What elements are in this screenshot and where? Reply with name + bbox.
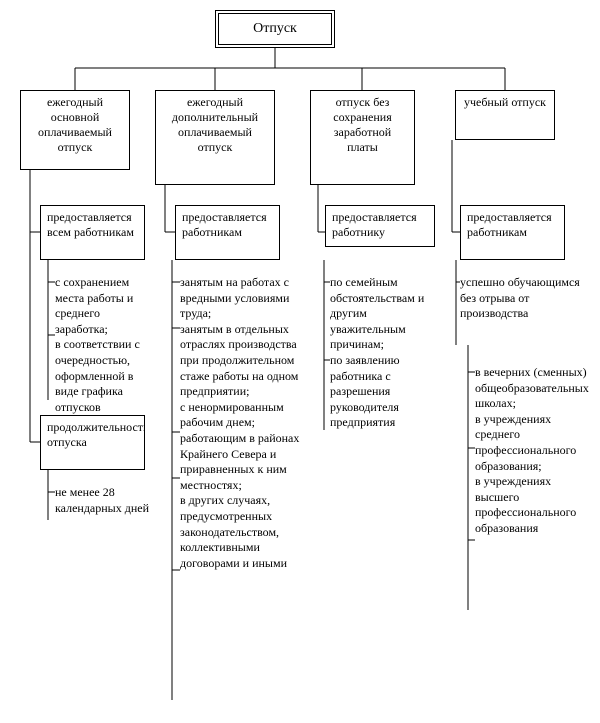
node-sub3: предоставляется работнику [325, 205, 435, 247]
body-1b: не менее 28 календарных дней [55, 485, 150, 516]
sub3-label: предоставляется работнику [332, 210, 417, 239]
diagram-canvas: Отпуск ежегодный основной оплачиваемый о… [0, 0, 600, 723]
root-node: Отпуск [215, 10, 335, 48]
body-2: занятым на работах с вредными условиями … [180, 275, 300, 571]
cat3-label: отпуск без сохранения заработной платы [333, 95, 391, 154]
node-sub1b: продолжительность отпуска [40, 415, 145, 470]
node-sub2: предоставляется работникам [175, 205, 280, 260]
node-sub4: предоставляется работникам [460, 205, 565, 260]
node-cat2: ежегодный дополнительный оплачиваемый от… [155, 90, 275, 185]
cat4-label: учебный отпуск [464, 95, 546, 109]
body-4a: успешно обучающимся без отрыва от произв… [460, 275, 580, 322]
node-cat4: учебный отпуск [455, 90, 555, 140]
sub1-label: предоставляется всем работникам [47, 210, 134, 239]
root-label: Отпуск [253, 21, 297, 36]
cat1-label: ежегодный основной оплачиваемый отпуск [38, 95, 112, 154]
cat2-label: ежегодный дополнительный оплачиваемый от… [172, 95, 258, 154]
body-4b: в вечерних (сменных) общеобразовательных… [475, 365, 590, 537]
sub4-label: предоставляется работникам [467, 210, 552, 239]
node-cat1: ежегодный основной оплачиваемый отпуск [20, 90, 130, 170]
node-sub1: предоставляется всем работникам [40, 205, 145, 260]
sub1b-label: продолжительность отпуска [47, 420, 145, 449]
body-1a: с сохранением места работы и среднего за… [55, 275, 155, 415]
node-cat3: отпуск без сохранения заработной платы [310, 90, 415, 185]
sub2-label: предоставляется работникам [182, 210, 267, 239]
body-3: по семейным обстоятельствам и другим ува… [330, 275, 445, 431]
